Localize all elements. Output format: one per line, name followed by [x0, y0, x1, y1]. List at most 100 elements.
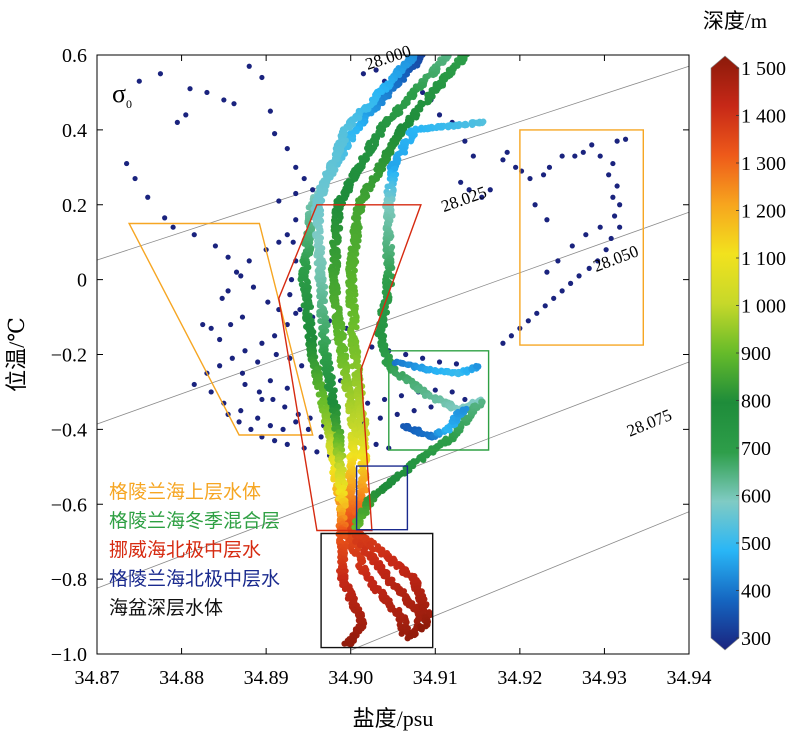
data-point: [310, 187, 316, 193]
y-tick-label: 0.2: [62, 195, 87, 217]
data-point: [183, 112, 189, 118]
y-tick-label: 0.6: [62, 45, 87, 67]
y-tick-label: 0.4: [62, 120, 87, 142]
sigma-symbol: σ: [112, 79, 126, 108]
data-point: [532, 202, 538, 208]
data-point: [314, 449, 320, 455]
data-point: [238, 273, 244, 279]
data-point: [299, 363, 305, 369]
data-point: [293, 190, 299, 197]
y-tick-label: 0: [77, 270, 87, 292]
data-point: [513, 164, 519, 170]
data-point: [417, 625, 425, 633]
data-point: [212, 243, 218, 249]
data-point: [389, 559, 396, 567]
data-point: [420, 126, 428, 133]
data-point: [284, 441, 290, 447]
data-point: [208, 325, 214, 331]
data-point: [559, 288, 565, 294]
data-point: [349, 136, 357, 143]
colorbar-tick-label: 1 100: [741, 248, 786, 270]
data-point: [597, 153, 603, 159]
data-point: [272, 131, 278, 137]
data-point: [544, 217, 550, 223]
data-point: [373, 441, 379, 447]
data-point: [352, 538, 359, 545]
data-point: [435, 428, 442, 435]
colorbar: 深度/m 300 400 500 600 700 800 900 1 000 1 100 1 20…: [703, 9, 786, 651]
data-point: [170, 224, 176, 230]
data-point: [398, 393, 405, 399]
data-point: [614, 138, 620, 144]
data-point: [393, 610, 400, 618]
data-point: [472, 362, 480, 370]
data-point: [344, 595, 352, 602]
colorbar-ticks: 300 400 500 600 700 800 900 1 000 1 100 1 200 1 30…: [736, 58, 786, 650]
data-point: [272, 438, 278, 444]
data-point: [425, 124, 432, 131]
y-tick-label: −1.0: [51, 644, 87, 666]
data-point: [315, 391, 322, 398]
data-point: [267, 378, 273, 384]
data-point: [208, 389, 214, 395]
data-point: [284, 385, 290, 391]
data-point: [341, 640, 348, 647]
data-point: [276, 239, 282, 245]
data-point: [370, 546, 377, 553]
data-point: [322, 170, 329, 177]
data-point: [478, 398, 485, 405]
data-point: [425, 367, 433, 374]
data-point: [580, 149, 586, 155]
data-point: [405, 361, 412, 369]
colorbar-tick-label: 500: [741, 533, 771, 555]
data-point: [463, 405, 470, 412]
data-point: [617, 202, 623, 208]
data-point: [527, 175, 533, 182]
data-point: [417, 365, 424, 372]
isopycnal-label: 28.050: [591, 241, 641, 275]
data-point: [614, 183, 620, 189]
data-point: [290, 239, 296, 245]
colorbar-tick-label: 1 400: [741, 106, 786, 128]
x-tick-label: 34.91: [413, 667, 458, 689]
data-point: [145, 194, 151, 200]
data-point: [373, 67, 379, 73]
data-point: [462, 396, 468, 403]
data-point: [236, 419, 242, 425]
data-point: [157, 71, 164, 77]
data-point: [239, 370, 246, 376]
data-point: [597, 224, 603, 230]
data-point: [225, 254, 231, 260]
data-point: [449, 389, 455, 395]
data-point: [436, 112, 443, 118]
legend-item: 格陵兰海北极中层水: [109, 568, 280, 590]
data-point: [259, 396, 265, 403]
x-tick-label: 34.88: [159, 667, 204, 689]
water-mass-regions: [127, 129, 644, 649]
data-point: [468, 119, 476, 127]
data-point: [544, 269, 550, 275]
data-point: [542, 303, 548, 309]
y-tick-label: −0.2: [51, 345, 87, 367]
data-point: [487, 187, 493, 193]
y-axis: 0.6 0.4 0.2 0 −0.2 −0.4 −0.6 −0.8 −1.0: [51, 45, 689, 666]
data-point: [136, 78, 142, 84]
colorbar-tick-label: 300: [741, 628, 771, 650]
data-point: [458, 179, 464, 185]
data-point: [293, 217, 299, 223]
data-point: [246, 63, 252, 69]
data-point: [365, 400, 371, 406]
data-point: [404, 635, 411, 642]
data-point: [293, 164, 299, 170]
data-point: [347, 310, 354, 317]
data-point: [420, 355, 426, 361]
data-point: [242, 381, 248, 388]
colorbar-tick-label: 700: [741, 438, 771, 460]
data-point: [546, 164, 553, 170]
data-point: [432, 387, 438, 393]
data-point: [525, 318, 531, 324]
data-point: [301, 175, 307, 182]
data-point: [287, 292, 293, 298]
data-point: [420, 89, 426, 96]
water-mass-region: [127, 222, 314, 436]
